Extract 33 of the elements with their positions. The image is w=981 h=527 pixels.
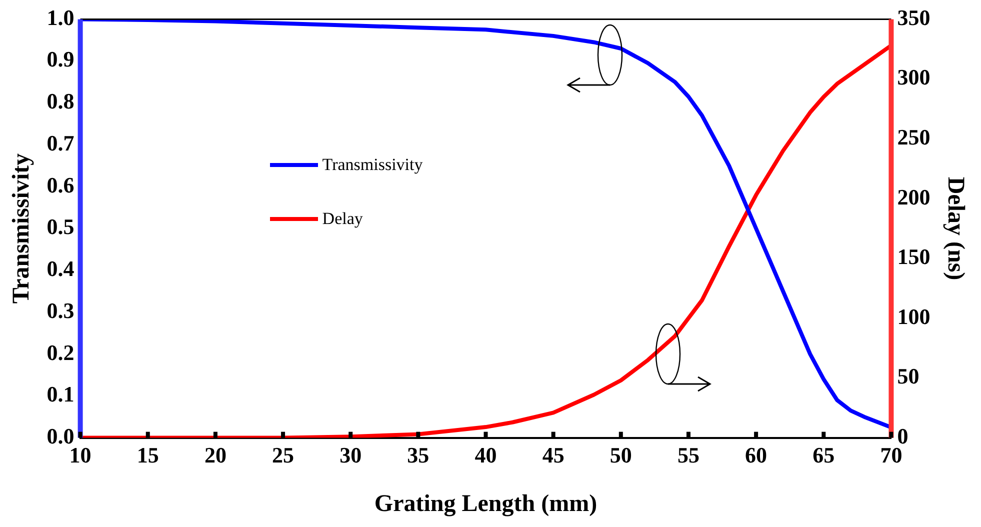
y2-tick-label: 50	[897, 364, 920, 389]
y2-tick-label: 150	[897, 244, 930, 270]
x-tick-label: 55	[677, 442, 700, 468]
x-tick-label: 40	[474, 442, 497, 468]
x-tick-label: 20	[204, 442, 226, 468]
x-tick-label: 50	[610, 442, 632, 468]
y2-axis-title: Delay (ns)	[942, 176, 968, 280]
x-tick-label: 45	[542, 442, 564, 468]
x-axis-title: Grating Length (mm)	[374, 490, 598, 517]
y-axis-title: Transmissivity	[8, 153, 35, 304]
x-tick-label: 15	[136, 442, 159, 468]
y2-tick-label: 200	[897, 184, 930, 210]
y2-tick-label: 100	[897, 304, 930, 329]
y-tick-label: 1.0	[46, 4, 74, 30]
y-tick-label: 0.1	[46, 382, 74, 407]
x-tick-label: 25	[272, 442, 294, 468]
y-tick-label: 0.4	[46, 256, 74, 282]
x-tick-label: 30	[340, 442, 362, 468]
y2-tick-label: 350	[897, 4, 930, 30]
y-tick-label: 0.5	[46, 214, 74, 240]
y-tick-label: 0.8	[46, 88, 74, 114]
y-tick-label: 0.3	[46, 298, 74, 323]
legend-label: Delay	[322, 209, 363, 230]
y-tick-label: 0.6	[46, 172, 74, 198]
y-tick-label: 0.7	[46, 130, 74, 156]
y2-tick-label: 250	[897, 124, 930, 150]
x-tick-label: 65	[812, 442, 835, 468]
legend-label: Transmissivity	[322, 155, 423, 176]
y-tick-label: 0.9	[46, 46, 74, 72]
x-tick-label: 60	[745, 442, 768, 468]
y-tick-label: 0.2	[46, 340, 74, 365]
x-tick-label: 35	[407, 442, 430, 468]
y2-tick-label: 300	[897, 64, 930, 90]
